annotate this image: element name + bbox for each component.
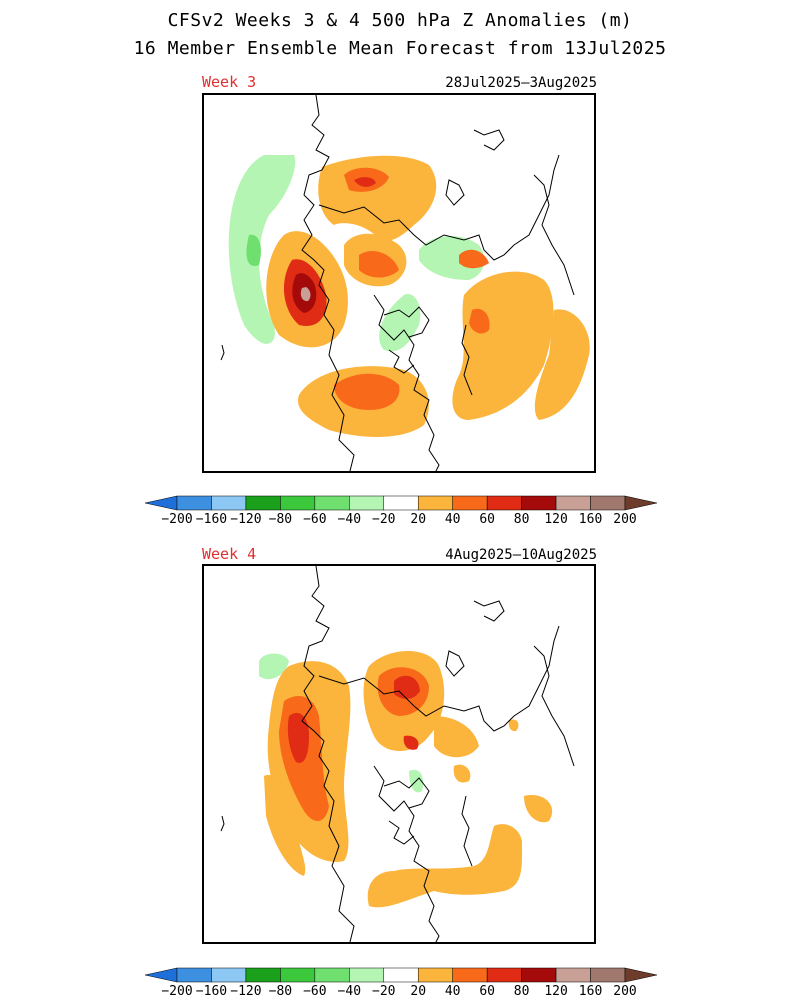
- week4-colorbar-tick-label: −160: [195, 984, 228, 999]
- week4-colorbar-swatch: [245, 967, 281, 983]
- week4-colorbar-swatch: [486, 967, 522, 983]
- week4-colorbar-swatch: [383, 967, 419, 983]
- week4-colorbar-tick-label: −60: [303, 984, 327, 999]
- week4-anomaly-fields: [259, 651, 553, 908]
- figure-subtitle: 16 Member Ensemble Mean Forecast from 13…: [133, 38, 667, 59]
- week3-map-canvas: [220, 95, 590, 471]
- week3-colorbar-tick-label: −60: [303, 512, 327, 527]
- week3-colorbar-tick-label: −160: [195, 512, 228, 527]
- week4-colorbar-swatch: [314, 967, 350, 983]
- week3-colorbar-swatch: [555, 495, 591, 511]
- week3-colorbar-tick-label: 160: [578, 512, 603, 527]
- week4-colorbar-swatch: [349, 967, 385, 983]
- week4-map: [202, 564, 596, 944]
- week3-map: [202, 93, 596, 473]
- week3-colorbar-tick-label: 20: [410, 512, 427, 527]
- week3-colorbar-low-cap: [145, 495, 178, 511]
- week3-colorbar-swatch: [280, 495, 316, 511]
- week3-colorbar-high-cap: [624, 495, 657, 511]
- week4-colorbar-swatch: [521, 967, 557, 983]
- week4-colorbar-swatch: [176, 967, 212, 983]
- week3-colorbar-tick-label: 80: [513, 512, 530, 527]
- week4-colorbar-tick-label: 20: [410, 984, 427, 999]
- week3-colorbar-tick-label: −40: [337, 512, 362, 527]
- week4-colorbar-tick-label: −200: [161, 984, 193, 999]
- week4-colorbar-high-cap: [624, 967, 657, 983]
- week4-colorbar-swatch: [417, 967, 453, 983]
- week3-colorbar-swatch: [521, 495, 557, 511]
- week3-colorbar-tick-label: 200: [613, 512, 637, 527]
- week3-coastlines: [220, 95, 575, 471]
- week3-colorbar: [145, 495, 657, 511]
- week3-colorbar-swatch: [590, 495, 626, 511]
- week3-colorbar-swatch: [417, 495, 453, 511]
- week4-colorbar-swatch: [590, 967, 626, 983]
- week3-colorbar-tick-label: 120: [544, 512, 568, 527]
- week3-colorbar-swatch: [211, 495, 247, 511]
- week3-colorbar-tick-label: −120: [230, 512, 262, 527]
- week4-coastlines: [220, 566, 575, 942]
- week4-colorbar: [145, 967, 657, 983]
- week4-colorbar-tick-label: 60: [479, 984, 495, 999]
- week3-colorbar-tick-label: −80: [268, 512, 293, 527]
- week4-colorbar-tick-label: 160: [578, 984, 603, 999]
- week4-colorbar-labels: −200 −160 −120 −80 −60 −40 −20 20 40 60 80 120 160 20…: [140, 984, 660, 999]
- week3-date-range: 28Jul2025–3Aug2025: [445, 75, 597, 91]
- week3-colorbar-swatch: [349, 495, 385, 511]
- week4-colorbar-tick-label: −40: [337, 984, 362, 999]
- figure-title: CFSv2 Weeks 3 & 4 500 hPa Z Anomalies (m…: [167, 10, 633, 31]
- week4-colorbar-tick-label: −20: [372, 984, 396, 999]
- week3-colorbar-tick-label: 60: [479, 512, 495, 527]
- week4-colorbar-swatch: [280, 967, 316, 983]
- week3-colorbar-swatch: [245, 495, 281, 511]
- week4-colorbar-swatch: [211, 967, 247, 983]
- week4-colorbar-swatch: [555, 967, 591, 983]
- week4-colorbar-tick-label: −120: [230, 984, 262, 999]
- week3-colorbar-swatch: [452, 495, 488, 511]
- week4-colorbar-tick-label: 200: [613, 984, 637, 999]
- week3-colorbar-tick-label: 40: [444, 512, 461, 527]
- week4-label: Week 4: [202, 545, 257, 563]
- week3-colorbar-swatch: [314, 495, 350, 511]
- week4-map-canvas: [220, 566, 575, 942]
- week4-date-range: 4Aug2025–10Aug2025: [445, 547, 597, 563]
- week3-colorbar-swatch: [486, 495, 522, 511]
- week4-colorbar-swatch: [452, 967, 488, 983]
- week3-colorbar-swatch: [383, 495, 419, 511]
- week4-colorbar-low-cap: [145, 967, 178, 983]
- week4-colorbar-tick-label: 120: [544, 984, 568, 999]
- week3-anomaly-fields: [228, 155, 590, 437]
- week3-colorbar-tick-label: −20: [372, 512, 396, 527]
- week3-colorbar-swatch: [176, 495, 212, 511]
- week4-colorbar-tick-label: 40: [444, 984, 461, 999]
- week3-colorbar-labels: −200 −160 −120 −80 −60 −40 −20 20 40 60 80 120 160 20…: [140, 512, 660, 527]
- week3-colorbar-tick-label: −200: [161, 512, 193, 527]
- week4-colorbar-tick-label: −80: [268, 984, 293, 999]
- week4-colorbar-tick-label: 80: [513, 984, 530, 999]
- week3-label: Week 3: [202, 73, 257, 91]
